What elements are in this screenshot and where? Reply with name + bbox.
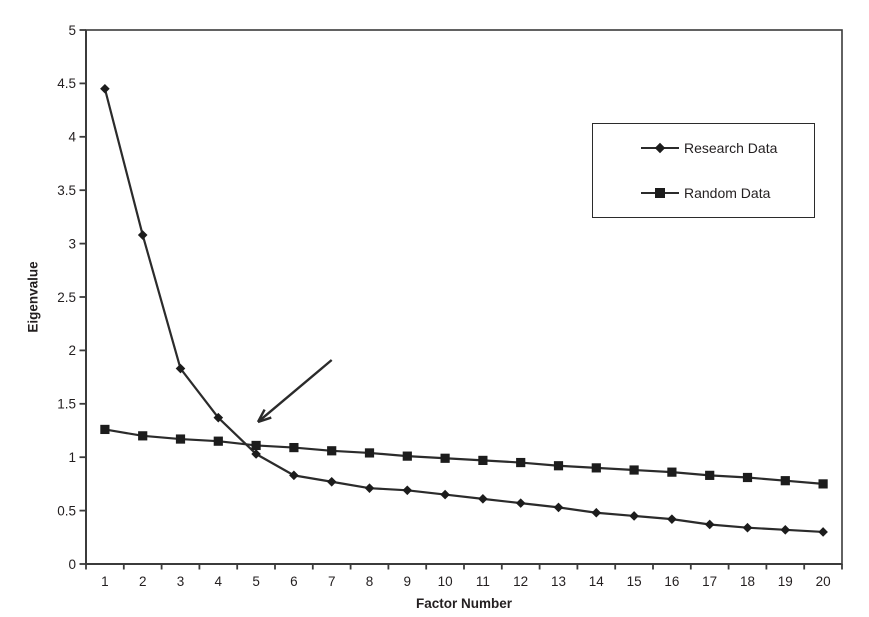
data-point: [515, 498, 526, 508]
x-tick-label: 11: [476, 574, 490, 589]
data-point: [100, 424, 110, 435]
legend-label-research: Research Data: [684, 140, 778, 156]
data-point: [705, 470, 715, 480]
arrow-head-stroke: [256, 409, 266, 423]
y-tick-label: 2.5: [57, 290, 76, 305]
data-point: [478, 455, 488, 466]
data-point: [478, 494, 488, 504]
y-tick-label: 4: [68, 130, 76, 145]
x-tick-label: 9: [404, 574, 412, 589]
y-tick-label: 3: [68, 236, 76, 251]
series-random-data: [100, 424, 828, 489]
x-axis-title: Factor Number: [415, 596, 513, 611]
x-tick-label: 1: [101, 574, 109, 589]
x-tick-label: 20: [816, 574, 831, 589]
series-research-data: [100, 83, 828, 537]
y-axis-title: Eigenvalue: [25, 261, 41, 333]
data-point: [516, 457, 526, 468]
data-point: [591, 507, 602, 518]
data-point: [137, 230, 148, 240]
x-tick-label: 6: [290, 574, 298, 589]
series-line-research-data: [103, 88, 824, 534]
data-point: [327, 446, 337, 456]
x-tick-label: 17: [702, 574, 717, 589]
data-point: [175, 363, 186, 374]
data-point: [100, 83, 110, 94]
data-point: [289, 470, 299, 481]
x-tick-label: 4: [215, 574, 223, 589]
data-point: [175, 434, 186, 444]
data-point: [364, 483, 375, 493]
data-point: [629, 465, 639, 475]
arrow-head-stroke: [257, 416, 272, 424]
legend-item-research: Research Data: [593, 137, 814, 159]
data-point: [667, 467, 677, 477]
annotation-arrow: [256, 359, 333, 424]
data-point: [780, 476, 790, 486]
data-point: [591, 463, 601, 473]
data-point: [742, 472, 753, 483]
y-tick-label: 2: [68, 343, 76, 358]
diamond-marker-icon: [641, 142, 679, 154]
data-point: [553, 502, 564, 513]
data-point: [629, 511, 639, 521]
x-tick-label: 13: [551, 574, 566, 589]
data-point: [780, 525, 791, 535]
data-point: [704, 519, 715, 530]
square-marker-icon: [641, 188, 679, 198]
data-point: [402, 485, 413, 496]
data-point: [213, 436, 223, 446]
data-point: [251, 449, 261, 459]
y-tick-label: 4.5: [57, 76, 76, 91]
data-point: [138, 431, 148, 441]
x-tick-label: 12: [513, 574, 528, 589]
x-tick-label: 18: [740, 574, 755, 589]
data-point: [402, 451, 412, 461]
x-tick-label: 16: [664, 574, 679, 589]
x-tick-label: 19: [778, 574, 793, 589]
x-tick-label: 8: [366, 574, 374, 589]
y-tick-label: 0: [68, 557, 76, 572]
data-point: [818, 527, 828, 537]
data-point: [440, 453, 450, 463]
data-point: [326, 476, 337, 487]
x-tick-label: 10: [438, 574, 453, 589]
x-tick-label: 2: [139, 574, 147, 589]
y-tick-label: 1.5: [57, 397, 76, 412]
plot-border: [85, 29, 843, 565]
data-point: [742, 522, 753, 533]
arrow-shaft: [257, 359, 333, 423]
series-line-random-data: [104, 428, 824, 485]
x-tick-label: 7: [328, 574, 336, 589]
data-point: [364, 448, 375, 458]
x-tick-label: 5: [252, 574, 260, 589]
data-point: [440, 489, 450, 500]
legend-item-random: Random Data: [593, 182, 814, 204]
x-axis-ticks: 1 2 3 4 5 6 7 8 9 10 11 12 13 14 15 16 17 18 19 20: [85, 564, 843, 589]
data-point: [289, 442, 299, 453]
x-tick-label: 14: [589, 574, 605, 589]
data-point: [667, 514, 677, 524]
legend-label-random: Random Data: [684, 185, 771, 201]
data-point: [553, 461, 564, 471]
data-point: [818, 479, 828, 489]
x-tick-label: 15: [627, 574, 642, 589]
y-tick-label: 1: [68, 450, 76, 465]
x-tick-label: 3: [177, 574, 185, 589]
legend: Research Data Random Data: [592, 123, 815, 218]
data-point: [251, 440, 261, 451]
data-point: [213, 412, 224, 423]
y-tick-label: 0.5: [57, 503, 76, 518]
y-axis-ticks: 0 0.5 1 1.5 2 2.5 3 3.5 4 4.5 5: [57, 23, 86, 572]
y-tick-label: 5: [68, 23, 76, 38]
y-tick-label: 3.5: [57, 183, 76, 198]
